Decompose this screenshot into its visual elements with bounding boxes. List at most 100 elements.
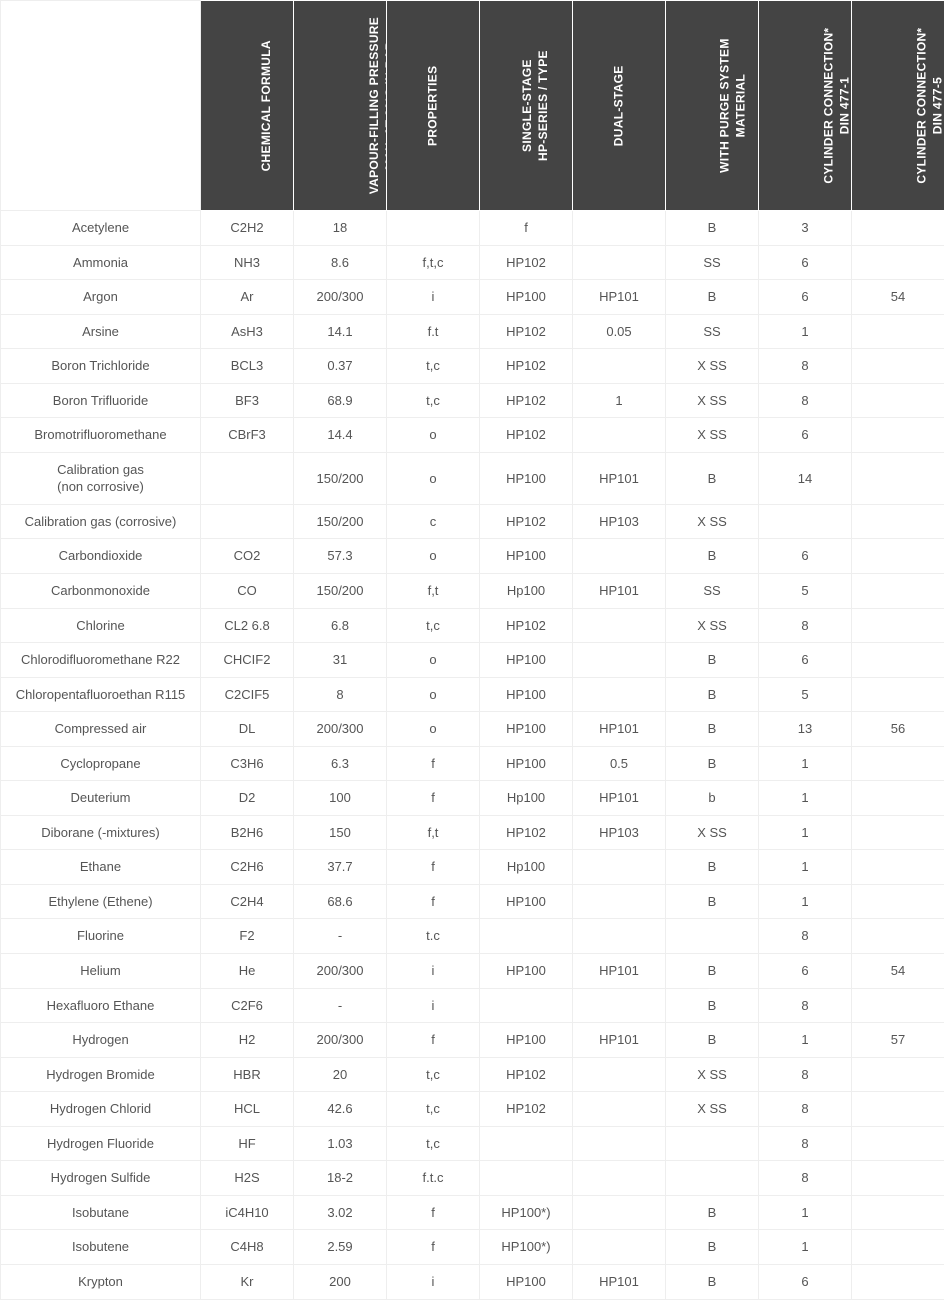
gas-table: CHEMICAL FORMULAVAPOUR-FILLING PRESSUREM… xyxy=(0,0,944,1300)
gas-name-cell: Acetylene xyxy=(1,211,201,246)
data-cell: Hp100 xyxy=(480,781,573,816)
data-cell: t,c xyxy=(387,1057,480,1092)
data-cell: 68.9 xyxy=(294,383,387,418)
gas-name-cell: Isobutane xyxy=(1,1195,201,1230)
table-row: Compressed airDL200/300oHP100HP101B1356 xyxy=(1,712,944,747)
data-cell xyxy=(573,1092,666,1127)
data-cell xyxy=(666,1161,759,1196)
gas-name-cell: Hydrogen Chlorid xyxy=(1,1092,201,1127)
table-row: Boron TrichlorideBCL30.37t,cHP102X SS8 xyxy=(1,349,944,384)
data-cell: 1 xyxy=(759,781,852,816)
gas-name-cell: Hydrogen xyxy=(1,1023,201,1058)
data-cell: 8 xyxy=(759,1126,852,1161)
gas-name-cell: Carbonmonoxide xyxy=(1,574,201,609)
data-cell: HP102 xyxy=(480,608,573,643)
data-cell: HP100 xyxy=(480,954,573,989)
data-cell: 31 xyxy=(294,643,387,678)
table-row: AmmoniaNH38.6f,t,cHP102SS6 xyxy=(1,245,944,280)
header-col: CYLINDER CONNECTION*DIN 477-5 xyxy=(852,1,944,211)
data-cell: BF3 xyxy=(201,383,294,418)
table-row: AcetyleneC2H218fB3 xyxy=(1,211,944,246)
data-cell: 6 xyxy=(759,643,852,678)
data-cell: B xyxy=(666,850,759,885)
data-cell: NH3 xyxy=(201,245,294,280)
data-cell: HP101 xyxy=(573,1264,666,1299)
data-cell xyxy=(852,574,944,609)
data-cell: B xyxy=(666,280,759,315)
data-cell: Ar xyxy=(201,280,294,315)
data-cell: SS xyxy=(666,245,759,280)
data-cell: 8 xyxy=(759,383,852,418)
data-cell: 8 xyxy=(759,608,852,643)
header-col: CYLINDER CONNECTION*DIN 477-1 xyxy=(759,1,852,211)
data-cell: f xyxy=(387,746,480,781)
data-cell xyxy=(480,1126,573,1161)
gas-name-cell: Krypton xyxy=(1,1264,201,1299)
table-row: CarbonmonoxideCO150/200f,tHp100HP101SS5 xyxy=(1,574,944,609)
data-cell xyxy=(852,988,944,1023)
data-cell: 8 xyxy=(759,988,852,1023)
data-cell xyxy=(852,504,944,539)
data-cell xyxy=(480,988,573,1023)
data-cell: H2 xyxy=(201,1023,294,1058)
data-cell: CO xyxy=(201,574,294,609)
data-cell: 5 xyxy=(759,677,852,712)
data-cell: HP100 xyxy=(480,539,573,574)
gas-name-cell: Chlorine xyxy=(1,608,201,643)
data-cell: HP101 xyxy=(573,781,666,816)
data-cell: 1 xyxy=(573,383,666,418)
table-row: Chlorodifluoromethane R22CHCIF231oHP100B… xyxy=(1,643,944,678)
table-row: Hexafluoro EthaneC2F6-iB8 xyxy=(1,988,944,1023)
data-cell: i xyxy=(387,280,480,315)
data-cell: 0.05 xyxy=(573,314,666,349)
data-cell: 57.3 xyxy=(294,539,387,574)
data-cell: 57 xyxy=(852,1023,944,1058)
data-cell: HP101 xyxy=(573,280,666,315)
data-cell: 8 xyxy=(759,919,852,954)
header-label: CYLINDER CONNECTION*DIN 477-5 xyxy=(914,27,944,183)
data-cell: B xyxy=(666,988,759,1023)
data-cell: 6.8 xyxy=(294,608,387,643)
data-cell: D2 xyxy=(201,781,294,816)
data-cell: B xyxy=(666,1023,759,1058)
data-cell xyxy=(201,452,294,504)
data-cell: HP101 xyxy=(573,954,666,989)
data-cell: - xyxy=(294,919,387,954)
data-cell: HP100 xyxy=(480,280,573,315)
data-cell xyxy=(480,919,573,954)
data-cell: B xyxy=(666,884,759,919)
header-label: CYLINDER CONNECTION*DIN 477-1 xyxy=(821,27,852,183)
data-cell: X SS xyxy=(666,418,759,453)
data-cell: B xyxy=(666,643,759,678)
data-cell: 150 xyxy=(294,815,387,850)
data-cell: HP100 xyxy=(480,1023,573,1058)
data-cell xyxy=(573,643,666,678)
data-cell xyxy=(480,1161,573,1196)
data-cell: 6 xyxy=(759,245,852,280)
data-cell: He xyxy=(201,954,294,989)
data-cell: 14.1 xyxy=(294,314,387,349)
gas-name-cell: Compressed air xyxy=(1,712,201,747)
data-cell: HP102 xyxy=(480,245,573,280)
gas-name-cell: Fluorine xyxy=(1,919,201,954)
data-cell: B xyxy=(666,452,759,504)
gas-name-cell: Hydrogen Fluoride xyxy=(1,1126,201,1161)
data-cell: i xyxy=(387,1264,480,1299)
data-cell: f,t xyxy=(387,815,480,850)
data-cell: 1 xyxy=(759,850,852,885)
data-cell: 200/300 xyxy=(294,954,387,989)
header-label: PROPERTIES xyxy=(425,65,441,145)
gas-name-cell: Deuterium xyxy=(1,781,201,816)
data-cell: 1 xyxy=(759,746,852,781)
table-row: Diborane (-mixtures)B2H6150f,tHP102HP103… xyxy=(1,815,944,850)
data-cell: HBR xyxy=(201,1057,294,1092)
data-cell: C2H2 xyxy=(201,211,294,246)
data-cell: 6 xyxy=(759,280,852,315)
table-row: Hydrogen SulfideH2S18-2f.t.c8 xyxy=(1,1161,944,1196)
data-cell: HF xyxy=(201,1126,294,1161)
gas-name-cell: Arsine xyxy=(1,314,201,349)
data-cell: X SS xyxy=(666,815,759,850)
header-label: WITH PURGE SYSTEMMATERIAL xyxy=(718,38,749,172)
table-row: HydrogenH2200/300fHP100HP101B157 xyxy=(1,1023,944,1058)
data-cell: 200/300 xyxy=(294,280,387,315)
